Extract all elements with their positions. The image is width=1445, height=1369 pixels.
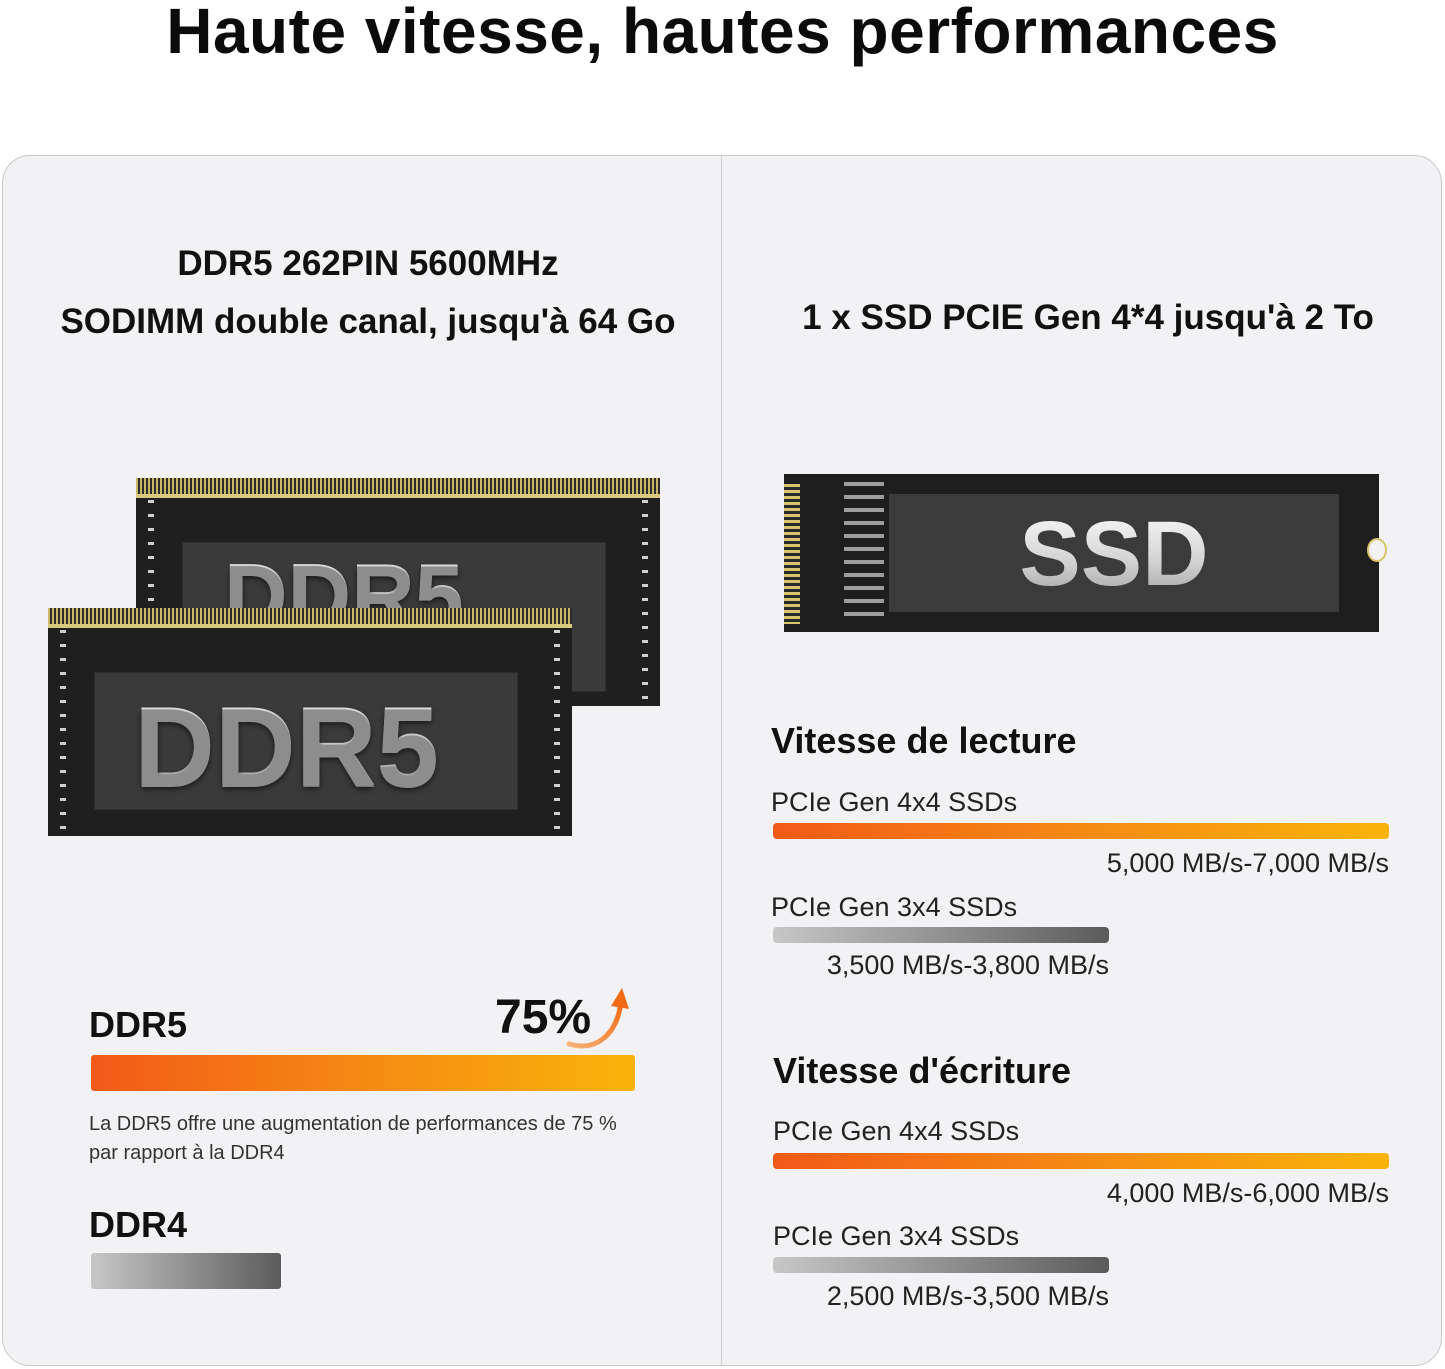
- ram-chip: [94, 672, 518, 810]
- ssd-screw-notch: [1367, 538, 1387, 562]
- memory-title-line1: DDR5 262PIN 5600MHz: [177, 244, 559, 283]
- column-divider: [721, 156, 722, 1365]
- ram-module-label: DDR5: [134, 684, 439, 809]
- ddr5-note-line1: La DDR5 offre une augmentation de perfor…: [89, 1113, 617, 1135]
- feature-panel: DDR5 262PIN 5600MHz SODIMM double canal,…: [2, 155, 1442, 1366]
- read-gen3-label: PCIe Gen 3x4 SSDs: [771, 892, 1018, 922]
- page-headline: Haute vitesse, hautes performances: [166, 0, 1279, 67]
- read-gen4-bar: [773, 823, 1389, 839]
- ram-module-front: DDR5: [48, 608, 572, 836]
- read-gen4-label: PCIe Gen 4x4 SSDs: [771, 787, 1018, 817]
- trend-up-arrow-icon: [566, 988, 629, 1049]
- read-gen4-value: 5,000 MB/s-7,000 MB/s: [1106, 848, 1389, 878]
- write-gen4-bar: [773, 1153, 1389, 1169]
- ram-contact-pins: [48, 608, 572, 628]
- ssd-module: SSD: [784, 474, 1387, 632]
- write-gen4-value: 4,000 MB/s-6,000 MB/s: [1106, 1178, 1389, 1208]
- ssd-module-label: SSD: [889, 502, 1339, 607]
- storage-title: 1 x SSD PCIE Gen 4*4 jusqu'à 2 To: [802, 298, 1374, 337]
- read-gen3-value: 3,500 MB/s-3,800 MB/s: [826, 950, 1109, 980]
- ddr5-bar: [91, 1055, 635, 1091]
- write-gen3-value: 2,500 MB/s-3,500 MB/s: [826, 1281, 1109, 1311]
- ssd-chip: [889, 494, 1339, 612]
- ddr4-bar: [91, 1253, 282, 1289]
- write-gen4-label: PCIe Gen 4x4 SSDs: [773, 1116, 1020, 1146]
- read-speed-heading: Vitesse de lecture: [771, 720, 1077, 761]
- ddr5-improvement-percent: 75%: [495, 991, 592, 1044]
- ram-contact-pins: [136, 478, 660, 498]
- read-gen3-bar: [773, 927, 1109, 943]
- memory-title-line2: SODIMM double canal, jusqu'à 64 Go: [60, 302, 676, 341]
- ssd-contact-pins: [784, 484, 800, 624]
- write-gen3-bar: [773, 1257, 1109, 1273]
- ddr5-label: DDR5: [89, 1004, 188, 1045]
- ddr4-label: DDR4: [89, 1204, 188, 1245]
- write-gen3-label: PCIe Gen 3x4 SSDs: [773, 1221, 1020, 1251]
- ddr5-note-line2: par rapport à la DDR4: [89, 1142, 285, 1164]
- write-speed-heading: Vitesse d'écriture: [773, 1050, 1072, 1091]
